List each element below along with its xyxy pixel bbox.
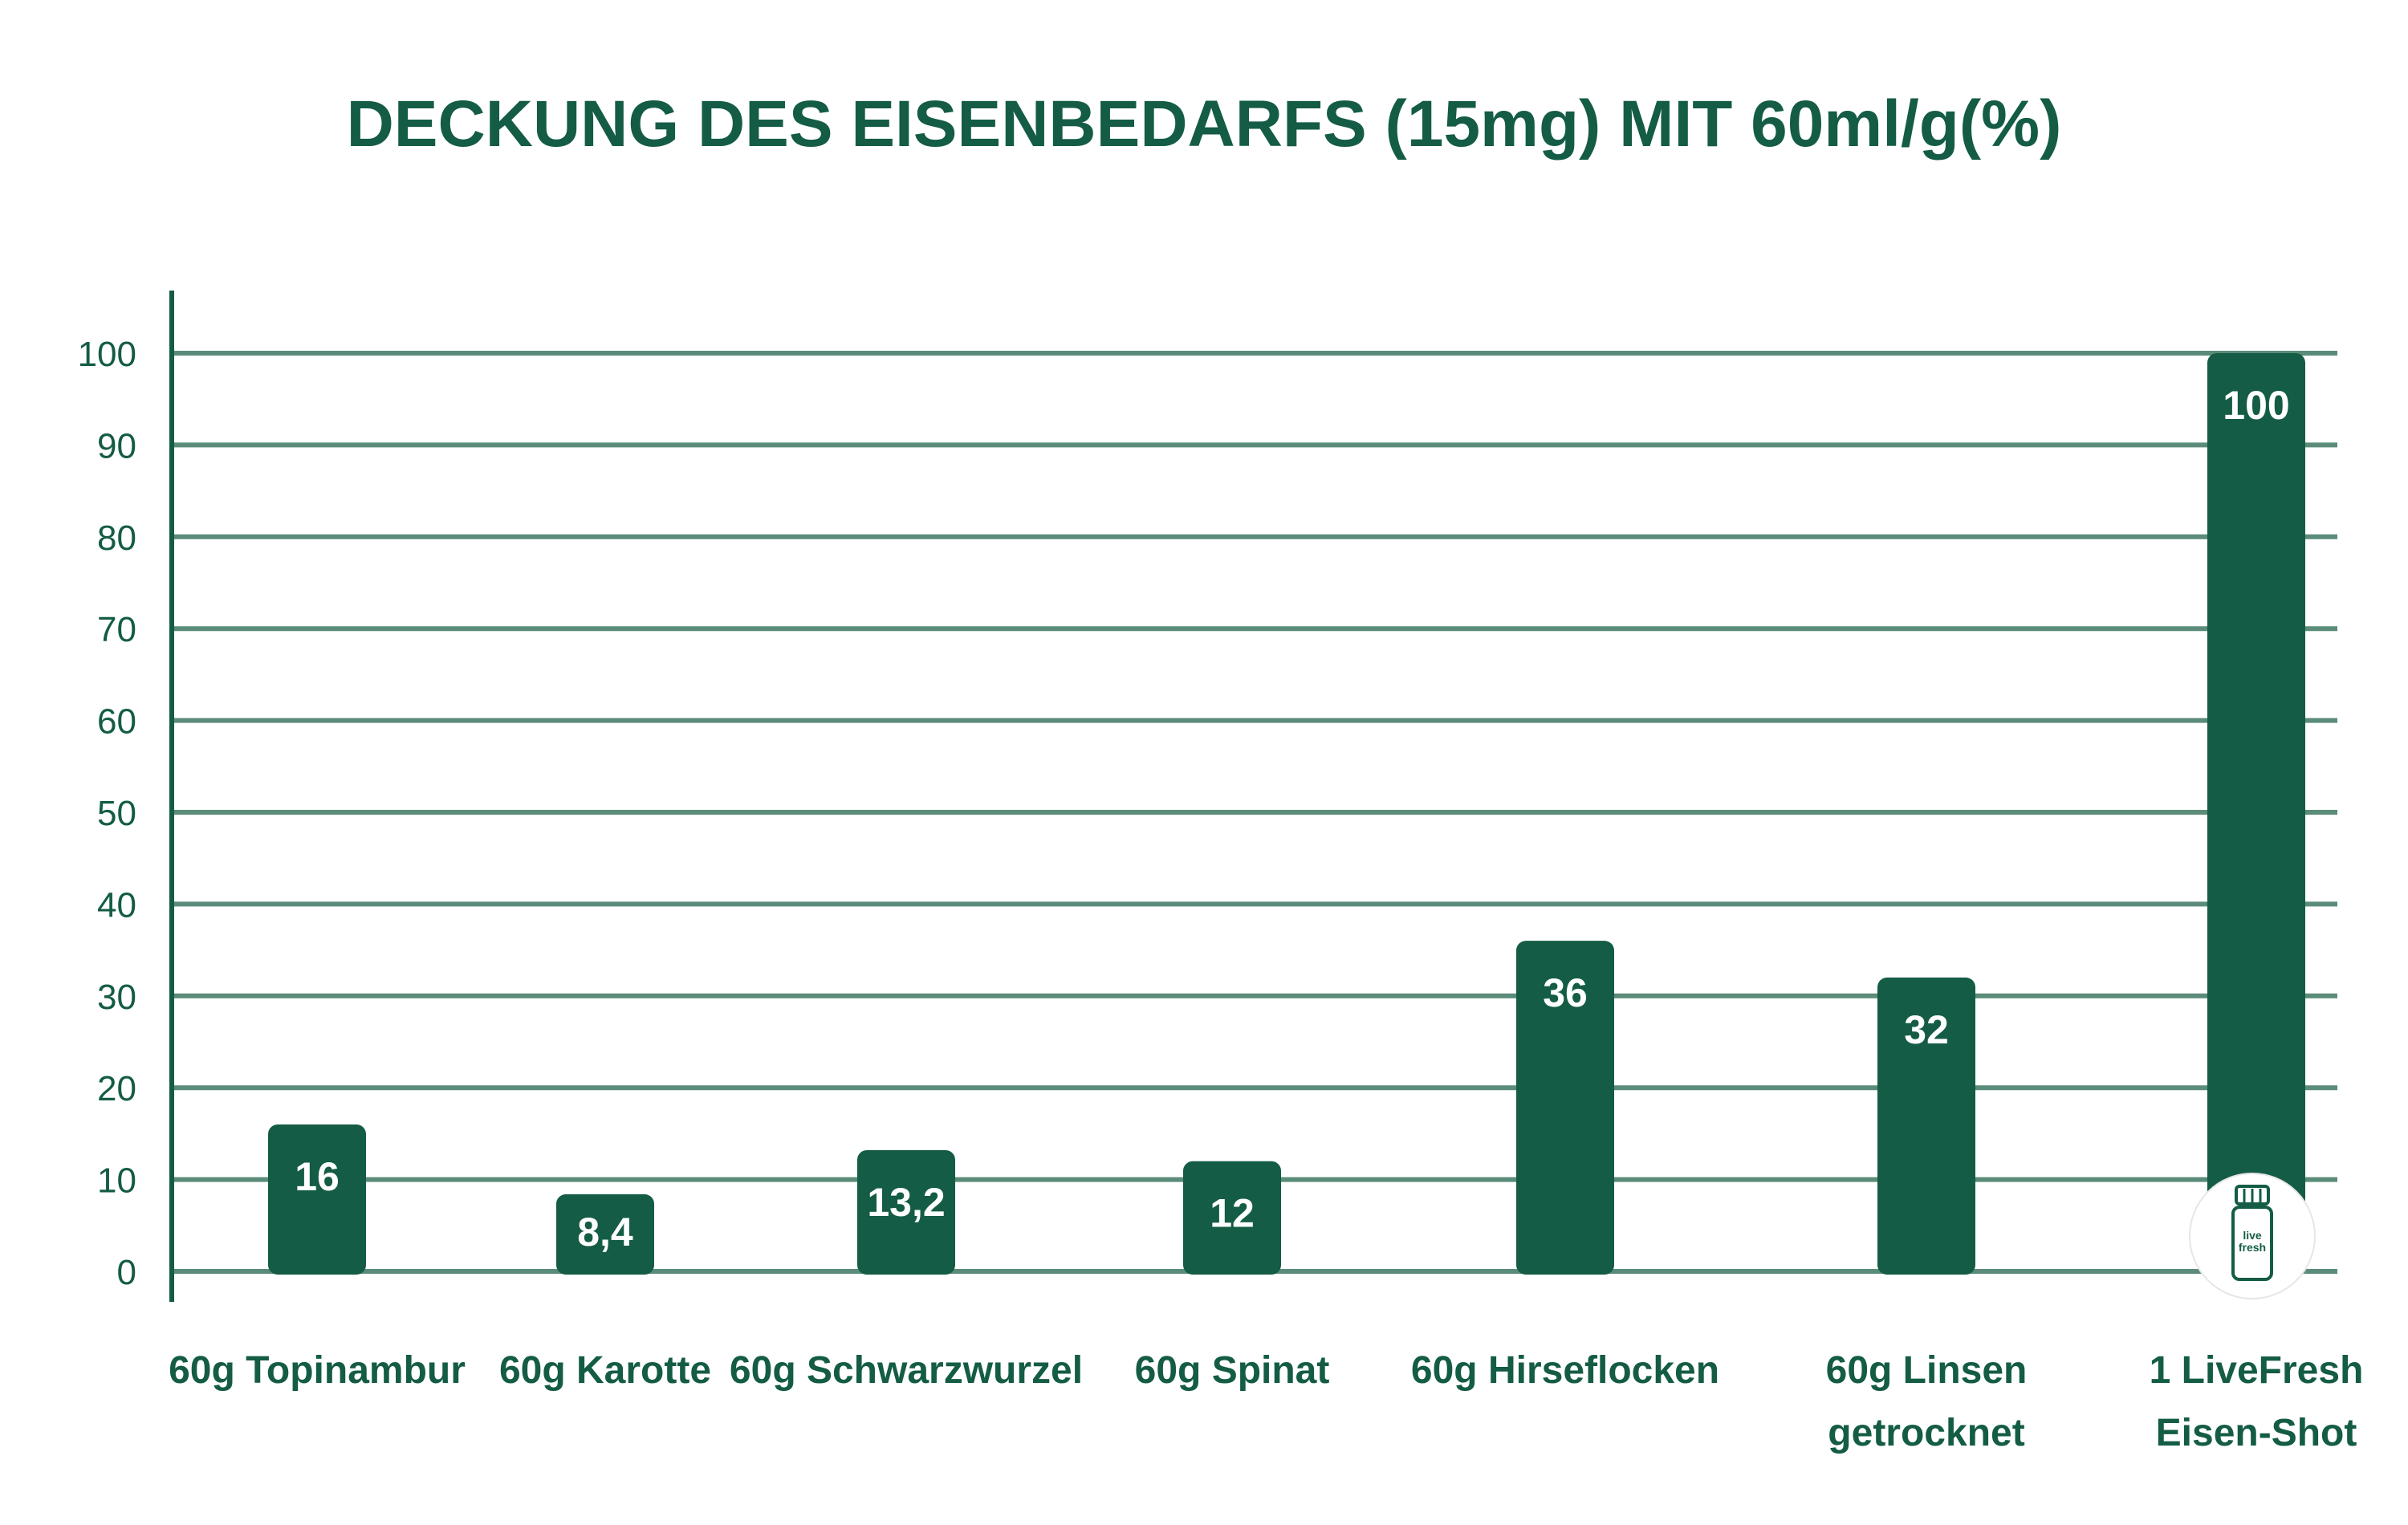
logo-text-fresh: fresh	[2239, 1241, 2266, 1254]
x-category-label: 1 LiveFresh Eisen-Shot	[2150, 1349, 2364, 1454]
y-tick-label: 40	[97, 885, 136, 925]
x-category-label: 60g Spinat	[1135, 1349, 1330, 1392]
x-category-label: 60g Schwarzwurzel	[730, 1349, 1083, 1392]
y-tick-label: 80	[97, 518, 136, 558]
bars	[268, 353, 2305, 1275]
logo-circle	[2189, 1173, 2316, 1299]
bar	[556, 1194, 654, 1275]
gridlines	[172, 351, 2337, 1274]
chart-title: DECKUNG DES EISENBEDARFS (15mg) MIT 60ml…	[347, 87, 2062, 161]
bar-value-labels: 16 8,4 13,2 12 36 32 100	[295, 383, 2290, 1255]
y-tick-label: 100	[78, 335, 136, 374]
bar	[857, 1149, 955, 1275]
y-tick-label: 20	[97, 1069, 136, 1108]
bar-value-label: 12	[1210, 1191, 1255, 1236]
bar-value-label: 16	[295, 1154, 340, 1199]
x-category-label: 60g Linsen getrocknet	[1826, 1349, 2028, 1454]
bar	[1877, 977, 1975, 1275]
logo-text-live: live	[2243, 1229, 2262, 1242]
bar-value-label: 32	[1904, 1007, 1949, 1052]
bar	[2207, 353, 2305, 1275]
y-tick-label: 30	[97, 978, 136, 1017]
bar	[1516, 941, 1614, 1275]
y-axis-ticks: 0 10 20 30 40 50 60 70 80 90 100	[78, 335, 136, 1292]
bar-value-label: 8,4	[577, 1210, 633, 1255]
bar	[1183, 1161, 1281, 1275]
y-tick-label: 50	[97, 794, 136, 833]
y-tick-label: 0	[117, 1253, 136, 1292]
x-category-label: 60g Karotte	[499, 1349, 711, 1392]
bar-value-label: 100	[2223, 383, 2289, 428]
y-tick-label: 10	[97, 1161, 136, 1201]
x-category-label: 60g Topinambur	[169, 1349, 466, 1392]
y-tick-label: 70	[97, 610, 136, 649]
x-category-label: 60g Hirseflocken	[1411, 1349, 1719, 1392]
bar-value-label: 13,2	[867, 1180, 945, 1225]
livefresh-logo-badge: live fresh	[2189, 1173, 2316, 1299]
y-tick-label: 90	[97, 426, 136, 466]
y-tick-label: 60	[97, 702, 136, 742]
bar-value-label: 36	[1543, 970, 1588, 1015]
x-axis-categories: 60g Topinambur 60g Karotte 60g Schwarzwurz…	[169, 1349, 2363, 1454]
bar	[268, 1124, 366, 1275]
bottle-icon	[2231, 1185, 2273, 1281]
